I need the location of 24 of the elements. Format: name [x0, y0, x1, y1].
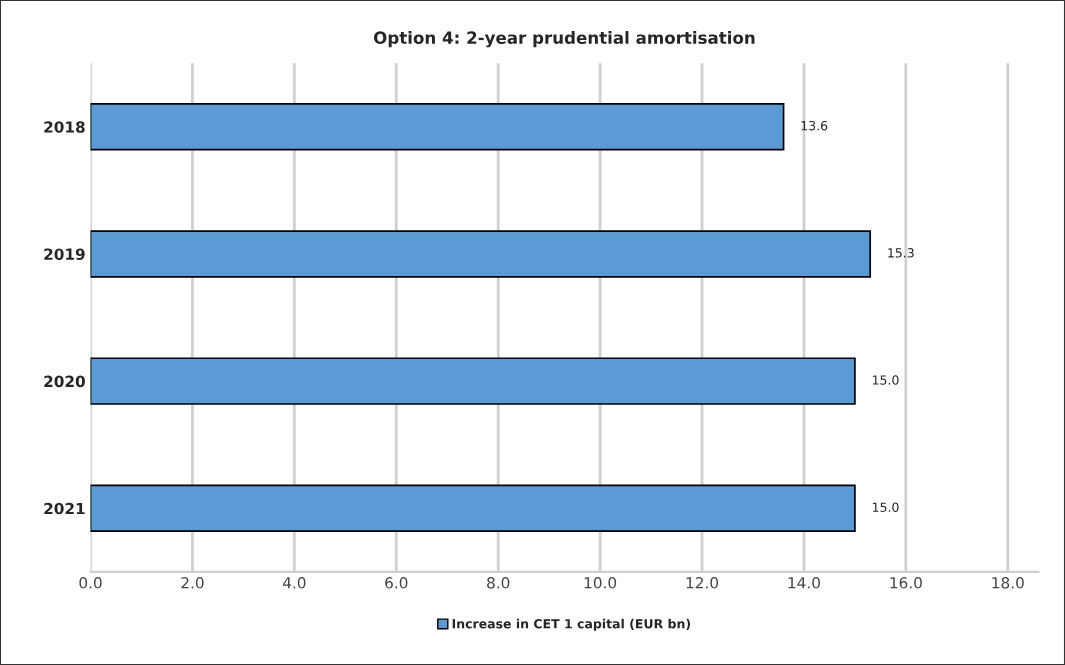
- x-tick-label: 0.0: [79, 577, 102, 589]
- chart-title: Option 4: 2-year prudential amortisation: [373, 31, 755, 48]
- x-tick-label: 10.0: [584, 577, 617, 589]
- y-tick-label: 2019: [44, 248, 85, 260]
- bar: [90, 103, 785, 151]
- bar: [90, 230, 872, 278]
- y-tick-label: 2021: [44, 502, 85, 515]
- data-label: 15.0: [872, 502, 899, 512]
- x-tick-label: 2.0: [181, 577, 204, 589]
- x-tick-label: 14.0: [788, 577, 820, 589]
- legend-label: Increase in CET 1 capital (EUR bn): [452, 618, 691, 631]
- x-tick-label: 16.0: [890, 577, 922, 589]
- data-label: 15.0: [872, 375, 899, 385]
- x-tick-label: 6.0: [385, 577, 408, 589]
- bar: [90, 357, 856, 405]
- x-tick-label: 8.0: [487, 577, 510, 589]
- y-tick-label: 2020: [44, 375, 85, 388]
- x-tick-label: 18.0: [992, 577, 1024, 589]
- x-tick-label: 4.0: [282, 577, 306, 589]
- x-tick-label: 12.0: [686, 577, 719, 589]
- data-label: 13.6: [801, 120, 828, 131]
- data-label: 15.3: [888, 248, 914, 258]
- bar: [90, 484, 856, 533]
- y-tick-label: 2018: [44, 121, 85, 133]
